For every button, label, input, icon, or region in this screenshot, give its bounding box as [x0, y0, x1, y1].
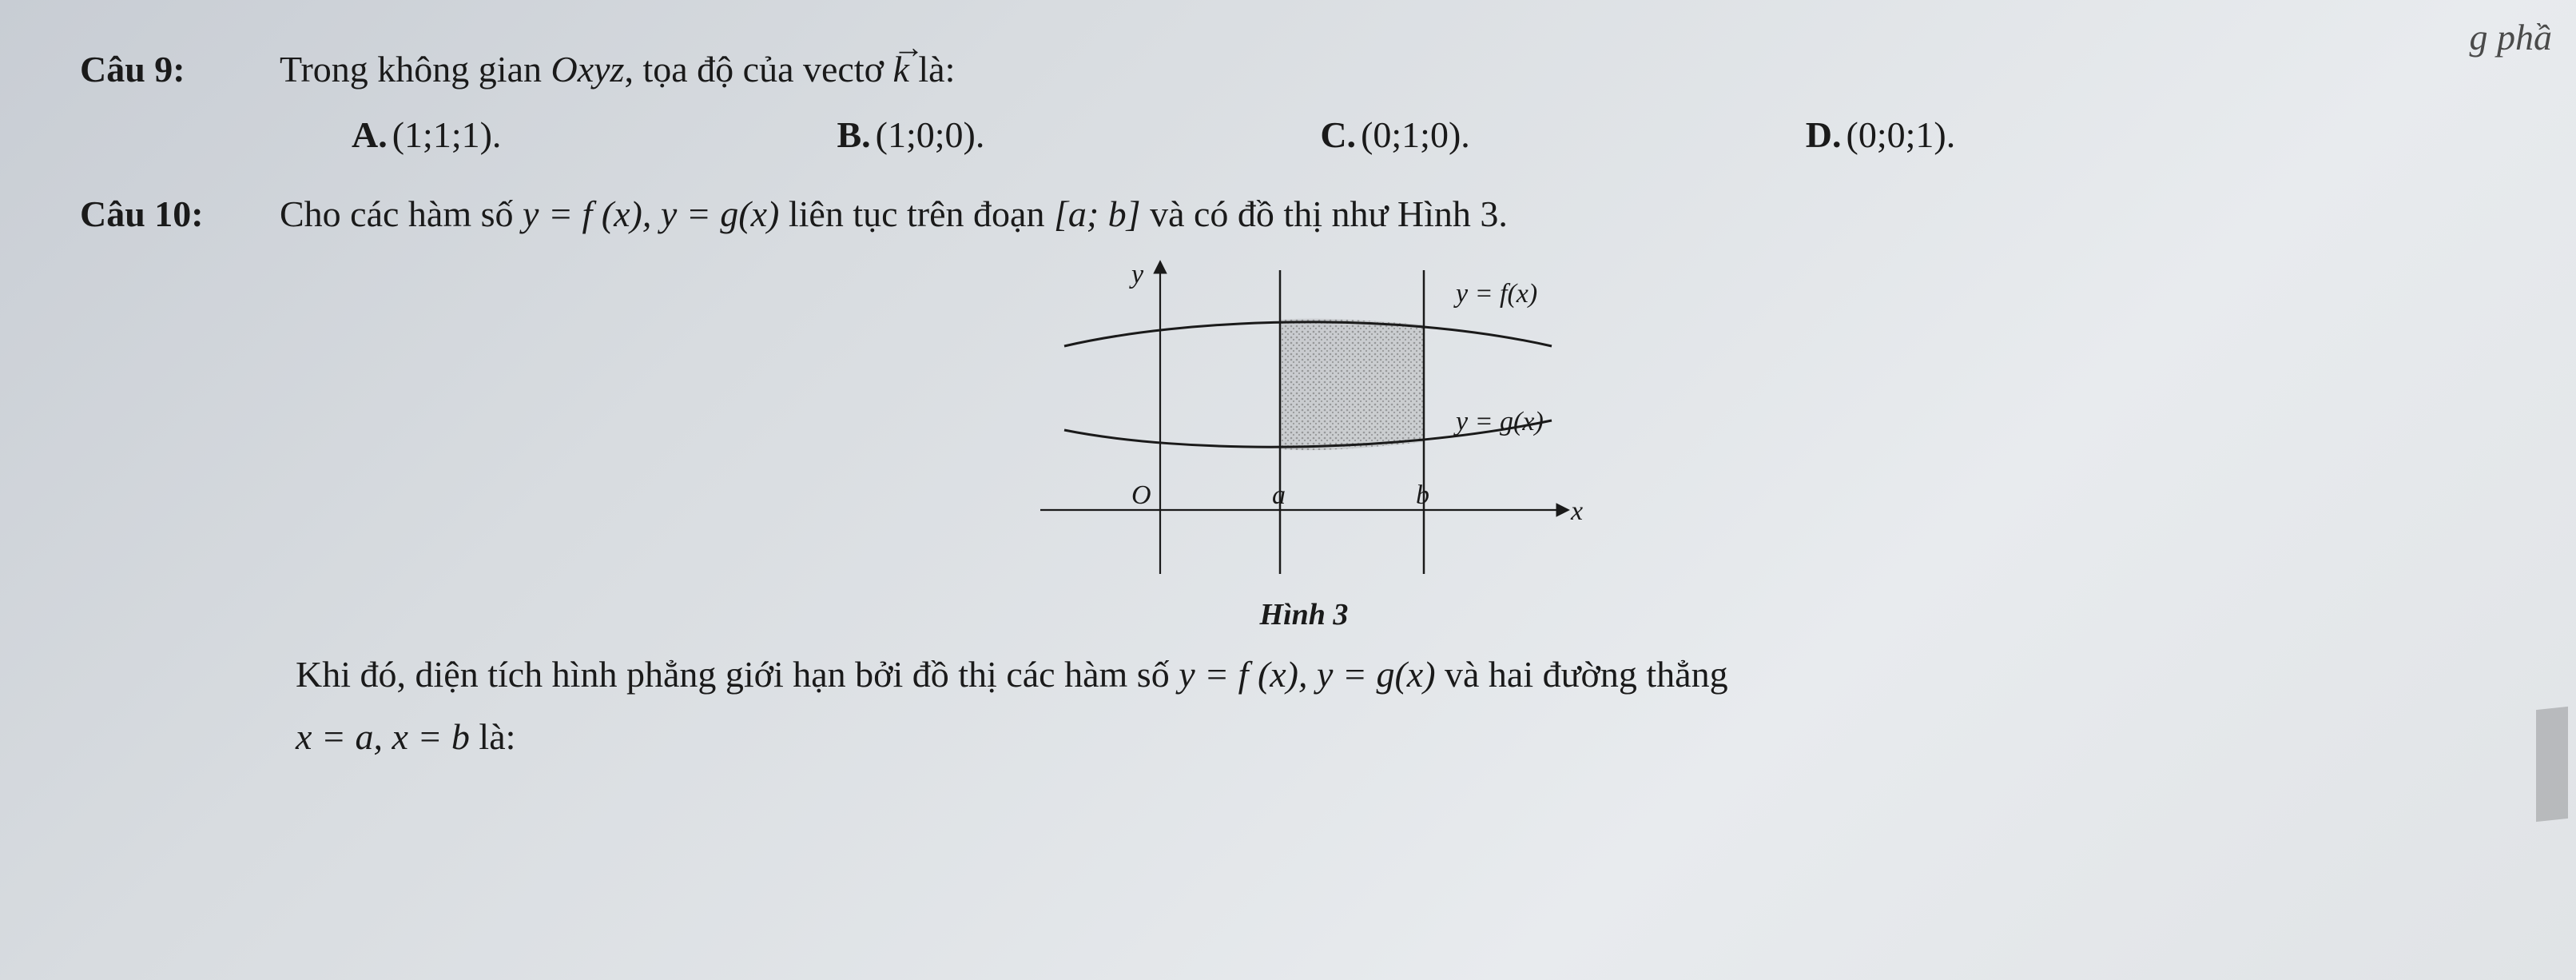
q10-paragraph: Khi đó, diện tích hình phẳng giới hạn bở… — [296, 643, 2432, 768]
question-10: Câu 10: Cho các hàm số y = f (x), y = g(… — [80, 193, 2528, 768]
q9-option-c: C.(0;1;0). — [1320, 114, 1469, 156]
q10-t2: liên tục trên đoạn — [779, 193, 1054, 234]
q9-option-d: D.(0;0;1). — [1806, 114, 1955, 156]
q9-opt-c-label: C. — [1320, 114, 1356, 155]
q9-prefix: Trong không gian — [280, 49, 551, 90]
q9-opt-b-label: B. — [837, 114, 870, 155]
q10-t3: và có đồ thị như Hình 3. — [1141, 193, 1508, 234]
q10-label: Câu 10: — [80, 193, 240, 235]
q9-space: Oxyz — [551, 49, 625, 90]
svg-text:y = f(x): y = f(x) — [1453, 279, 1537, 309]
figure-3-wrap: y x Oa b y = f(x) y = g(x) Hình 3 — [80, 246, 2528, 632]
q10-para-f1: y = f (x), y = g(x) — [1179, 654, 1435, 695]
svg-text:y = g(x): y = g(x) — [1453, 407, 1544, 436]
q9-opt-d-label: D. — [1806, 114, 1842, 155]
q10-para-t3: là: — [470, 716, 515, 757]
svg-text:b: b — [1416, 480, 1429, 510]
svg-text:O: O — [1131, 480, 1151, 510]
q9-option-a: A.(1;1;1). — [352, 114, 501, 156]
q10-para-t1: Khi đó, diện tích hình phẳng giới hạn bở… — [296, 654, 1179, 695]
q9-opt-d-val: (0;0;1). — [1847, 114, 1956, 155]
question-9: Câu 9: Trong không gian Oxyz, tọa độ của… — [80, 40, 2528, 99]
q9-opt-b-val: (1;0;0). — [876, 114, 985, 155]
page-edge-mark — [2536, 707, 2568, 822]
q10-text: Cho các hàm số y = f (x), y = g(x) liên … — [280, 193, 1508, 235]
q10-f1: y = f (x), y = g(x) — [523, 193, 779, 234]
q10-para-t2: và hai đường thẳng — [1436, 654, 1728, 695]
figure-3-caption: Hình 3 — [976, 597, 1632, 632]
q9-opt-a-val: (1;1;1). — [392, 114, 502, 155]
q9-opt-c-val: (0;1;0). — [1361, 114, 1470, 155]
figure-3: y x Oa b y = f(x) y = g(x) — [976, 246, 1632, 590]
q9-option-b: B.(1;0;0). — [837, 114, 984, 156]
q9-mid: , tọa độ của vectơ — [624, 49, 892, 90]
svg-text:x: x — [1570, 496, 1583, 526]
q9-options: A.(1;1;1). B.(1;0;0). C.(0;1;0). D.(0;0;… — [352, 114, 2528, 156]
q9-vector: k→ — [892, 40, 908, 99]
q10-para-f2: x = a, x = b — [296, 716, 470, 757]
page-residual-text: g phầ — [2470, 16, 2553, 58]
q9-label: Câu 9: — [80, 40, 240, 99]
svg-text:y: y — [1129, 260, 1144, 289]
q9-text: Trong không gian Oxyz, tọa độ của vectơ … — [280, 40, 955, 99]
q10-interval: [a; b] — [1054, 193, 1141, 234]
q10-t1: Cho các hàm số — [280, 193, 523, 234]
q9-opt-a-label: A. — [352, 114, 388, 155]
svg-text:a: a — [1272, 480, 1286, 510]
